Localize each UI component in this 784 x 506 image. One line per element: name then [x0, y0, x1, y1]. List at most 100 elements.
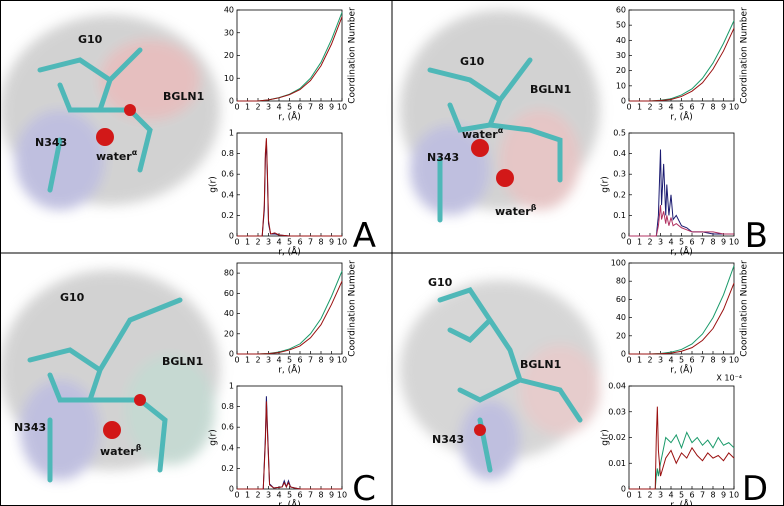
x-axis-label: r, (Å)	[278, 499, 301, 506]
x-tick-label: 5	[287, 238, 292, 247]
molecule-label: N343	[432, 433, 464, 446]
x-tick-label: 5	[679, 491, 684, 500]
series-line	[629, 431, 735, 490]
plot-area	[236, 262, 343, 355]
x-tick-label: 2	[647, 356, 652, 365]
x-tick-label: 5	[679, 103, 684, 112]
x-tick-label: 6	[689, 103, 694, 112]
x-tick-label: 0	[234, 238, 239, 247]
y-tick-label: 1	[229, 129, 234, 138]
series-line	[629, 406, 735, 490]
molecule-label: BGLN1	[163, 90, 204, 103]
x-axis-label: r, (Å)	[670, 111, 693, 123]
plot-area	[628, 132, 735, 237]
molecule-label: waterβ	[495, 203, 537, 219]
x-tick-label: 9	[721, 356, 726, 365]
x-tick-label: 7	[308, 103, 313, 112]
label-text: N343	[14, 421, 46, 434]
x-axis-label: r, (Å)	[278, 111, 301, 123]
label-text: water	[96, 150, 132, 163]
panel-letter: B	[745, 216, 768, 256]
axis-multiplier: X 10⁻⁴	[716, 374, 742, 383]
x-tick-label: 0	[626, 491, 631, 500]
y-tick-label: 0	[621, 97, 626, 106]
y-axis-label: g(r)	[209, 176, 219, 192]
x-tick-label: 7	[700, 491, 705, 500]
series-line	[237, 138, 342, 237]
x-axis-label: r, (Å)	[670, 364, 693, 376]
x-tick-label: 2	[255, 356, 260, 365]
y-tick-label: 100	[611, 259, 626, 268]
series-line	[629, 27, 735, 102]
y-axis-label: Coordination Number	[348, 260, 358, 357]
x-tick-label: 1	[637, 356, 642, 365]
x-tick-label: 0	[234, 356, 239, 365]
y-tick-label: 0.01	[608, 459, 626, 468]
x-tick-label: 4	[668, 491, 673, 500]
label-superscript: α	[132, 148, 138, 157]
x-tick-label: 0	[626, 103, 631, 112]
y-tick-label: 0.2	[221, 464, 234, 473]
x-tick-label: 1	[245, 103, 250, 112]
plot-area	[236, 385, 343, 490]
y-tick-label: 60	[224, 289, 234, 298]
plot-area	[628, 385, 735, 490]
molecule-label: G10	[78, 33, 103, 46]
x-tick-label: 2	[255, 238, 260, 247]
x-tick-label: 10	[729, 238, 739, 247]
y-tick-label: 60	[616, 6, 626, 15]
x-tick-label: 9	[721, 491, 726, 500]
y-tick-label: 0.6	[221, 423, 234, 432]
y-axis-label: Coordination Number	[348, 7, 358, 104]
x-axis-label: r, (Å)	[278, 364, 301, 376]
label-text: G10	[78, 33, 103, 46]
x-tick-label: 9	[721, 238, 726, 247]
label-text: G10	[60, 291, 85, 304]
y-tick-label: 0	[621, 350, 626, 359]
x-tick-label: 6	[689, 356, 694, 365]
x-tick-label: 10	[337, 491, 347, 500]
x-tick-label: 6	[297, 103, 302, 112]
x-tick-label: 1	[637, 238, 642, 247]
x-tick-label: 9	[329, 238, 334, 247]
x-tick-label: 8	[710, 491, 715, 500]
x-tick-label: 7	[308, 356, 313, 365]
panel-letter: D	[742, 469, 768, 506]
x-tick-label: 6	[689, 238, 694, 247]
x-tick-label: 10	[729, 103, 739, 112]
y-tick-label: 0.1	[613, 211, 626, 220]
y-tick-label: 0.4	[221, 190, 234, 199]
y-tick-label: 0.3	[613, 170, 626, 179]
y-tick-label: 0.02	[608, 433, 626, 442]
y-tick-label: 0.8	[221, 149, 234, 158]
plot-area	[236, 132, 343, 237]
molecule-label: BGLN1	[162, 355, 203, 368]
label-text: water	[462, 128, 498, 141]
molecule-label: G10	[460, 55, 485, 68]
y-tick-label: 0.4	[221, 443, 234, 452]
x-tick-label: 3	[266, 491, 271, 500]
series-line	[629, 205, 734, 237]
x-tick-label: 3	[266, 356, 271, 365]
x-tick-label: 2	[255, 103, 260, 112]
x-tick-label: 6	[297, 238, 302, 247]
panel-letter: A	[353, 216, 376, 256]
x-tick-label: 10	[729, 491, 739, 500]
y-tick-label: 0.04	[608, 382, 626, 391]
x-tick-label: 7	[700, 238, 705, 247]
x-axis-label: r, (Å)	[278, 246, 301, 258]
label-text: water	[100, 445, 136, 458]
x-tick-label: 1	[245, 491, 250, 500]
x-tick-label: 4	[276, 356, 281, 365]
y-tick-label: 10	[224, 74, 234, 83]
x-tick-label: 2	[255, 491, 260, 500]
x-tick-label: 1	[637, 491, 642, 500]
molecule-label: N343	[14, 421, 46, 434]
x-tick-label: 6	[689, 491, 694, 500]
molecule-label: BGLN1	[520, 358, 561, 371]
y-tick-label: 20	[616, 331, 626, 340]
y-tick-label: 60	[616, 295, 626, 304]
x-tick-label: 8	[318, 103, 323, 112]
x-tick-label: 3	[266, 103, 271, 112]
label-text: N343	[432, 433, 464, 446]
